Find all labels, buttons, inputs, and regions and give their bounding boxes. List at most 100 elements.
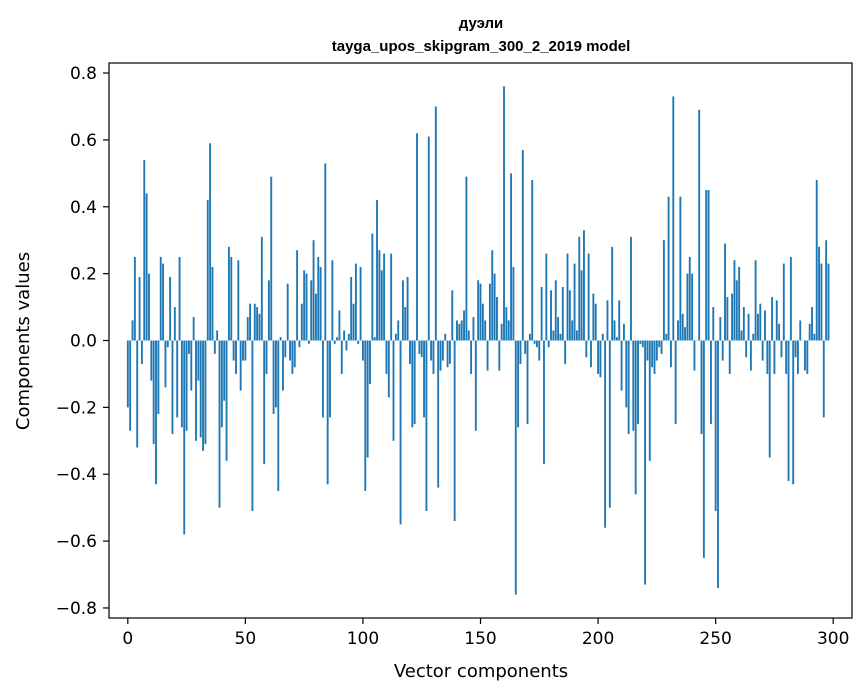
bar — [646, 340, 649, 361]
bar — [808, 323, 811, 341]
bar — [256, 307, 259, 341]
y-tick-label: 0.4 — [70, 198, 97, 218]
bar — [827, 263, 830, 341]
bar — [724, 243, 726, 341]
bar — [458, 323, 461, 341]
chart-title: дуэли — [459, 15, 504, 32]
bar — [488, 283, 491, 341]
bar — [540, 287, 543, 341]
x-tick-label: 300 — [817, 629, 849, 649]
bar — [467, 330, 470, 341]
bar — [470, 340, 473, 374]
bar — [437, 340, 440, 488]
bar — [526, 340, 529, 425]
bar — [747, 313, 750, 341]
bar — [667, 196, 670, 341]
bar — [239, 340, 242, 391]
bar — [362, 340, 364, 361]
bar — [789, 256, 792, 341]
bar — [251, 340, 254, 512]
bar — [545, 253, 548, 341]
bar — [432, 340, 435, 374]
bar — [282, 340, 284, 391]
bar — [691, 273, 694, 341]
bar — [456, 320, 458, 341]
bar — [552, 330, 555, 341]
bar — [474, 340, 477, 431]
bar — [775, 300, 778, 341]
bar — [571, 320, 574, 341]
bar — [180, 340, 183, 428]
bar — [357, 340, 360, 344]
bar — [307, 340, 310, 344]
y-tick-label: 0.0 — [70, 332, 97, 352]
bar — [453, 340, 456, 522]
bar — [585, 340, 588, 358]
bar — [787, 340, 790, 481]
bar — [275, 340, 277, 408]
bar — [712, 307, 715, 341]
bar — [333, 340, 336, 344]
bar — [613, 320, 616, 341]
bar — [150, 340, 153, 381]
bar — [249, 303, 252, 341]
bar — [152, 340, 155, 445]
bar — [472, 317, 475, 341]
bar — [700, 340, 703, 435]
bar — [305, 273, 308, 341]
bar — [354, 263, 357, 341]
bar — [608, 340, 611, 508]
bar — [409, 340, 411, 364]
bar — [371, 233, 374, 341]
bar — [277, 340, 280, 491]
bar — [684, 327, 686, 341]
bar — [279, 337, 282, 341]
y-axis-label: Components values — [13, 252, 34, 430]
bar — [244, 340, 247, 361]
bar — [641, 340, 644, 348]
bar — [399, 340, 402, 525]
bar — [164, 340, 167, 388]
bar — [439, 340, 442, 371]
bar — [394, 333, 397, 341]
bar — [806, 340, 809, 374]
bar — [717, 340, 719, 588]
x-tick-label: 200 — [582, 629, 614, 649]
bar — [575, 330, 578, 341]
bar — [385, 340, 388, 374]
bar — [155, 340, 157, 485]
bar — [329, 340, 331, 418]
bar — [651, 340, 654, 368]
bar — [291, 340, 294, 374]
bar — [220, 340, 223, 428]
bar — [745, 340, 748, 358]
bar — [423, 340, 426, 418]
bar — [129, 340, 132, 431]
bar — [768, 340, 771, 458]
y-tick-label: −0.6 — [56, 532, 97, 552]
bar — [218, 340, 221, 508]
bar — [326, 340, 329, 485]
bar — [528, 333, 531, 341]
bar — [336, 337, 339, 341]
bar — [392, 340, 395, 441]
y-tick-label: 0.6 — [70, 131, 97, 151]
bar — [444, 333, 447, 341]
bar — [719, 317, 722, 341]
bar — [578, 236, 581, 341]
bar — [176, 340, 179, 418]
bar — [627, 340, 630, 435]
bar — [561, 287, 564, 341]
bar — [507, 320, 510, 341]
bar — [622, 323, 625, 341]
bar — [568, 290, 571, 341]
bar — [792, 340, 795, 485]
bar — [731, 293, 734, 341]
bar — [486, 340, 489, 371]
bar — [286, 283, 289, 341]
bar — [293, 340, 296, 368]
bar — [314, 293, 317, 341]
bar — [263, 340, 266, 465]
bar — [785, 340, 788, 374]
bars-group — [126, 86, 830, 595]
